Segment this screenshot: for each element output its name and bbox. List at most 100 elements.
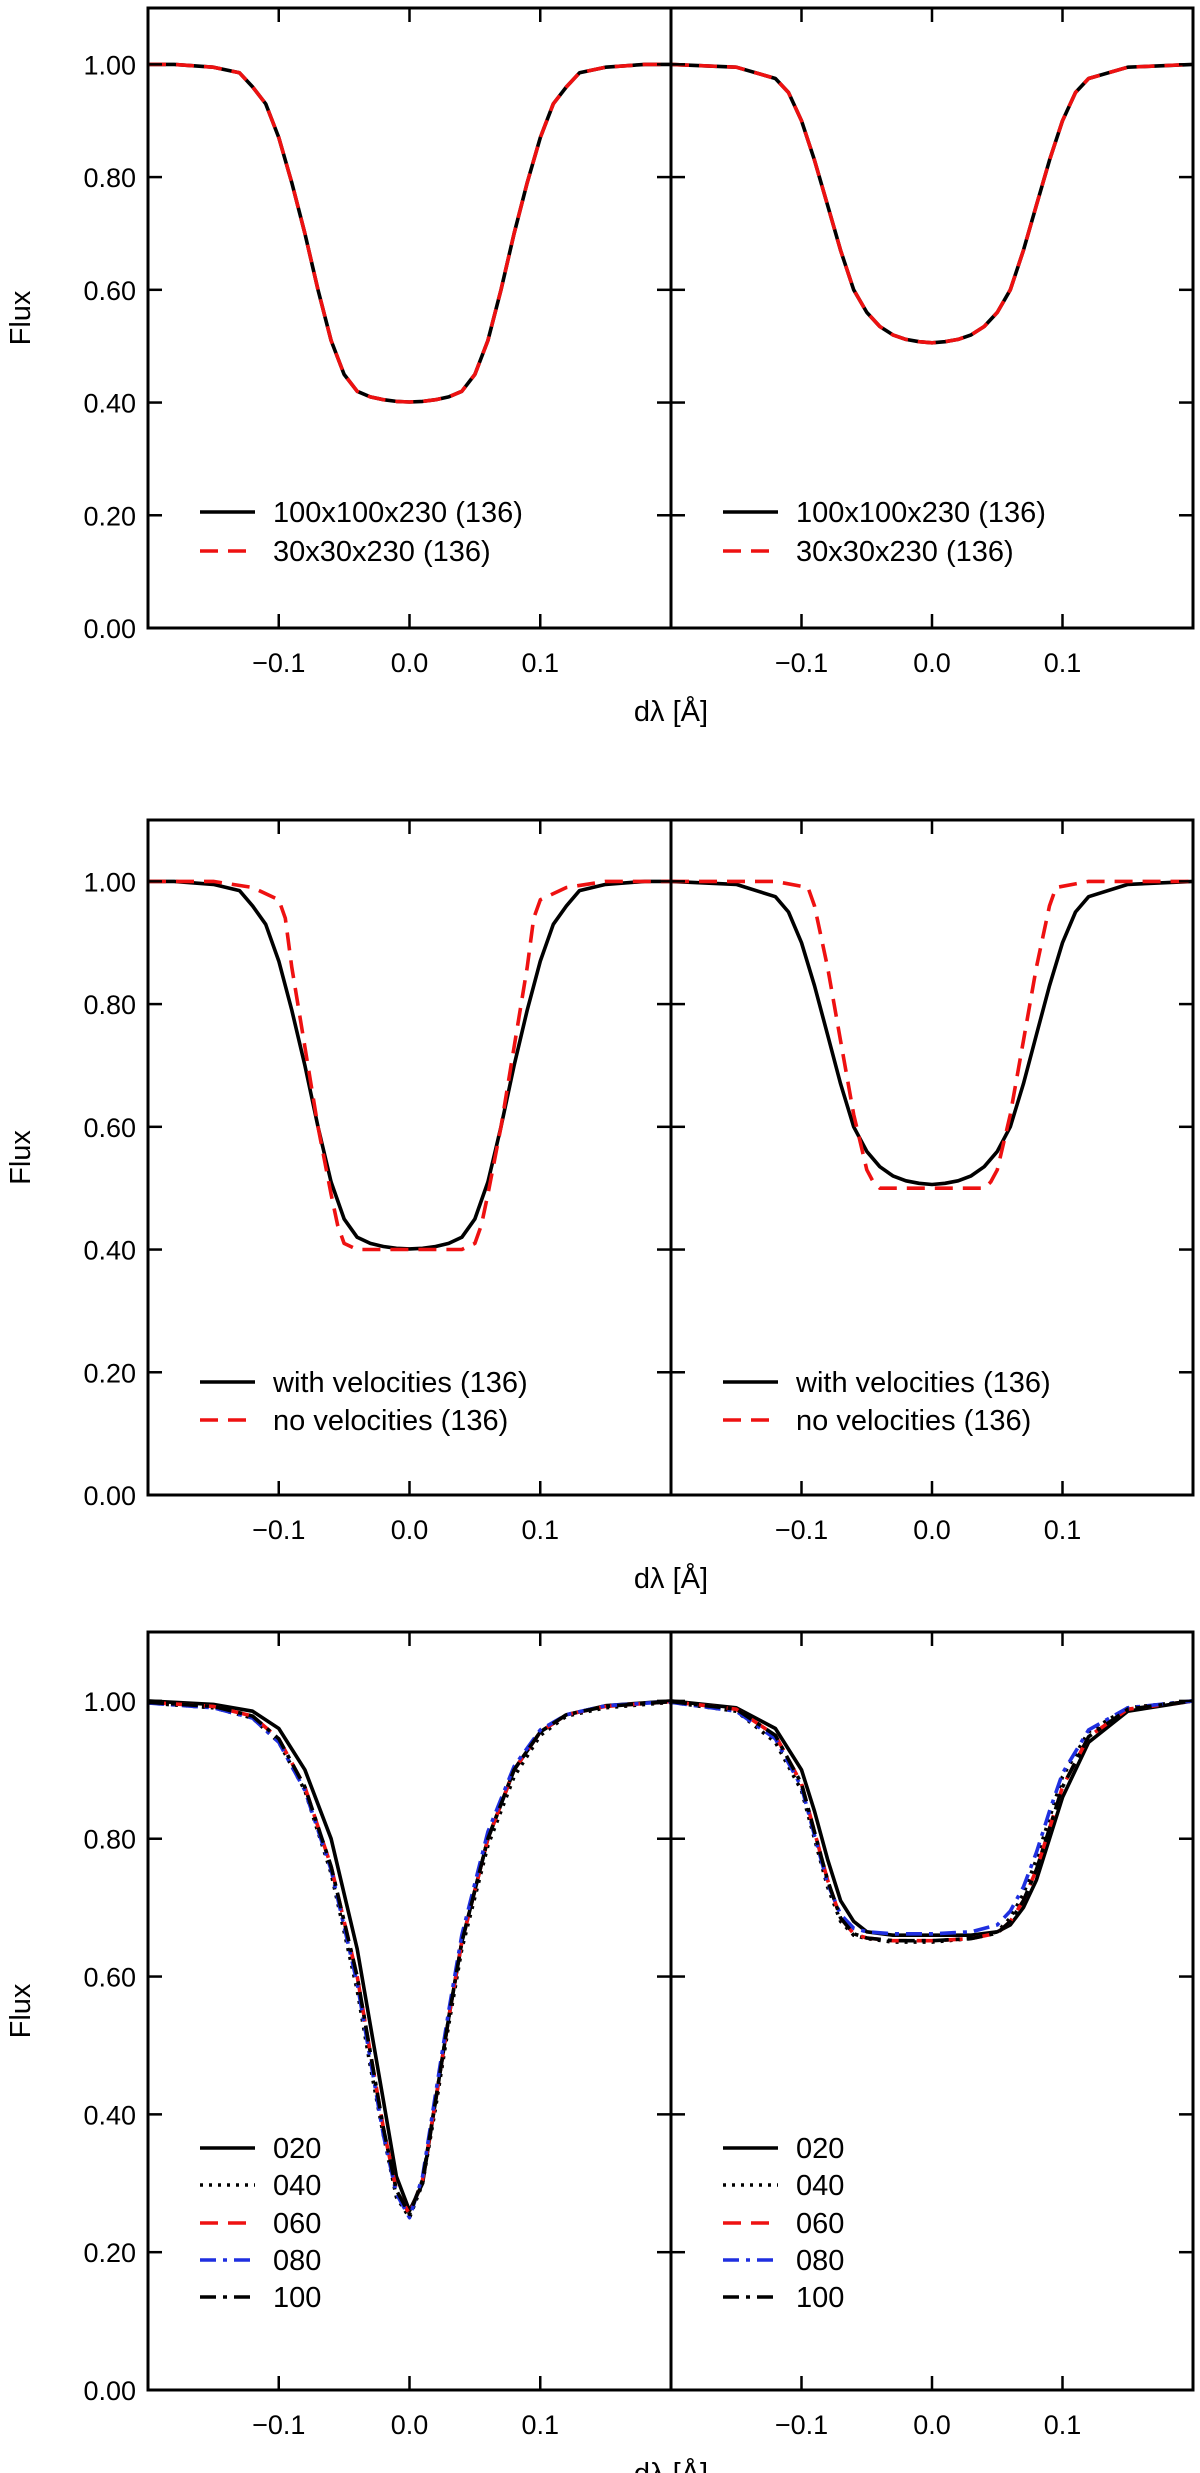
series-lines	[671, 879, 1193, 1190]
legend-label: 020	[273, 2133, 321, 2165]
legend-label: with velocities (136)	[272, 1367, 528, 1399]
x-axis-title: dλ [Å]	[634, 2457, 708, 2473]
series-line-060	[148, 1699, 671, 2217]
x-axis-title: dλ [Å]	[634, 695, 708, 728]
legend: 020 040 060 080 100	[200, 2133, 321, 2314]
x-tick-label: 0.1	[1044, 2410, 1082, 2440]
chart-row-2: −0.1 0.0 0.1 with velocities (136) no veloci…	[5, 818, 1195, 1595]
x-tick-label: 0.0	[391, 1515, 429, 1545]
legend-label: 30x30x230 (136)	[273, 536, 491, 568]
legend-label: 100x100x230 (136)	[796, 497, 1046, 529]
y-tick-label: 0.00	[83, 2376, 136, 2406]
x-tick-label: −0.1	[775, 1515, 828, 1545]
series-line-080	[148, 1699, 671, 2220]
panel-frame	[669, 818, 1195, 1497]
chart-row-1: −0.1 0.0 0.1 100x100x230 (136) 30x30x230 (13…	[5, 6, 1195, 728]
legend-label: 020	[796, 2133, 844, 2165]
y-tick-label: 0.20	[83, 2238, 136, 2268]
y-tick-label: 0.60	[83, 276, 136, 306]
x-axis-title: dλ [Å]	[634, 1562, 708, 1595]
panel-frame	[146, 6, 673, 630]
x-tick-label: 0.1	[521, 2410, 559, 2440]
x-tick-label: −0.1	[252, 2410, 305, 2440]
y-tick-label: 1.00	[83, 1687, 136, 1717]
y-tick-label: 0.60	[83, 1113, 136, 1143]
x-tick-label: −0.1	[775, 648, 828, 678]
x-tick-label: −0.1	[252, 648, 305, 678]
legend-label: no velocities (136)	[796, 1405, 1031, 1437]
series-line-080	[671, 1699, 1193, 1936]
series-line-100x100x230-136-	[148, 62, 671, 404]
legend-label: 060	[796, 2208, 844, 2240]
panel-row2-left: −0.1 0.0 0.1 with velocities (136) no veloci…	[146, 818, 673, 1545]
y-axis-title: Flux	[5, 1130, 37, 1185]
legend-label: with velocities (136)	[795, 1367, 1051, 1399]
series-lines	[148, 1699, 671, 2220]
y-tick-label: 0.60	[83, 1963, 136, 1993]
legend: 100x100x230 (136) 30x30x230 (136)	[723, 497, 1046, 568]
series-line-with-velocities-136-	[671, 879, 1193, 1187]
legend: with velocities (136) no velocities (136)	[200, 1367, 528, 1437]
y-tick-label: 0.40	[83, 2100, 136, 2130]
x-tick-label: 0.0	[913, 2410, 951, 2440]
x-tick-label: 0.0	[391, 2410, 429, 2440]
y-tick-label: 0.80	[83, 163, 136, 193]
y-tick-label: 0.00	[83, 1481, 136, 1511]
x-tick-label: −0.1	[252, 1515, 305, 1545]
series-line-020	[671, 1699, 1193, 1937]
panel-frame	[146, 1630, 673, 2392]
y-tick-label: 0.20	[83, 501, 136, 531]
y-tick-label: 0.00	[83, 614, 136, 644]
panel-row1-right: −0.1 0.0 0.1 100x100x230 (136) 30x30x230 (13…	[669, 6, 1195, 678]
y-tick-label: 0.40	[83, 389, 136, 419]
series-line-100x100x230-136-	[671, 62, 1193, 345]
x-tick-label: 0.1	[1044, 1515, 1082, 1545]
series-line-100	[671, 1699, 1193, 1943]
series-line-020	[148, 1699, 671, 2213]
x-tick-label: 0.1	[521, 648, 559, 678]
x-tick-label: −0.1	[775, 2410, 828, 2440]
panel-row1-left: −0.1 0.0 0.1 100x100x230 (136) 30x30x230 (13…	[146, 6, 673, 678]
y-tick-label: 0.80	[83, 990, 136, 1020]
legend-label: 040	[796, 2170, 844, 2202]
panel-frame	[669, 1630, 1195, 2392]
legend-label: 040	[273, 2170, 321, 2202]
y-axis-title: Flux	[5, 1983, 37, 2038]
x-tick-label: 0.1	[521, 1515, 559, 1545]
y-tick-label: 0.20	[83, 1358, 136, 1388]
panel-row2-right: −0.1 0.0 0.1 with velocities (136) no veloci…	[669, 818, 1195, 1545]
y-tick-label: 0.80	[83, 1825, 136, 1855]
legend-label: 060	[273, 2208, 321, 2240]
series-line-040	[671, 1699, 1193, 1944]
y-tick-label: 1.00	[83, 50, 136, 80]
legend-label: 100	[796, 2282, 844, 2314]
x-tick-label: 0.0	[913, 648, 951, 678]
y-tick-label: 0.40	[83, 1236, 136, 1266]
series-line-30x30x230-136-	[148, 62, 671, 404]
legend-label: 080	[273, 2245, 321, 2277]
series-line-no-velocities-136-	[671, 879, 1193, 1190]
x-tick-label: 0.0	[391, 648, 429, 678]
legend-label: 100	[273, 2282, 321, 2314]
chart-row-3: −0.1 0.0 0.1 020 040 060 080 100 −0.1 0.0 0.1 020 04…	[5, 1630, 1195, 2473]
legend-label: 080	[796, 2245, 844, 2277]
y-tick-label: 1.00	[83, 867, 136, 897]
legend-label: 100x100x230 (136)	[273, 497, 523, 529]
legend: 020 040 060 080 100	[723, 2133, 844, 2314]
series-lines	[148, 62, 671, 404]
series-lines	[671, 62, 1193, 345]
series-line-060	[671, 1699, 1193, 1943]
legend-label: no velocities (136)	[273, 1405, 508, 1437]
x-tick-label: 0.1	[1044, 648, 1082, 678]
legend: 100x100x230 (136) 30x30x230 (136)	[200, 497, 523, 568]
legend: with velocities (136) no velocities (136)	[723, 1367, 1051, 1437]
series-line-30x30x230-136-	[671, 62, 1193, 345]
x-tick-label: 0.0	[913, 1515, 951, 1545]
y-axis-title: Flux	[5, 290, 37, 345]
panel-frame	[669, 6, 1195, 630]
series-line-100	[148, 1699, 671, 2217]
series-lines	[148, 879, 671, 1252]
panel-row3-right: −0.1 0.0 0.1 020 040 060 080 100	[669, 1630, 1195, 2440]
legend-label: 30x30x230 (136)	[796, 536, 1014, 568]
